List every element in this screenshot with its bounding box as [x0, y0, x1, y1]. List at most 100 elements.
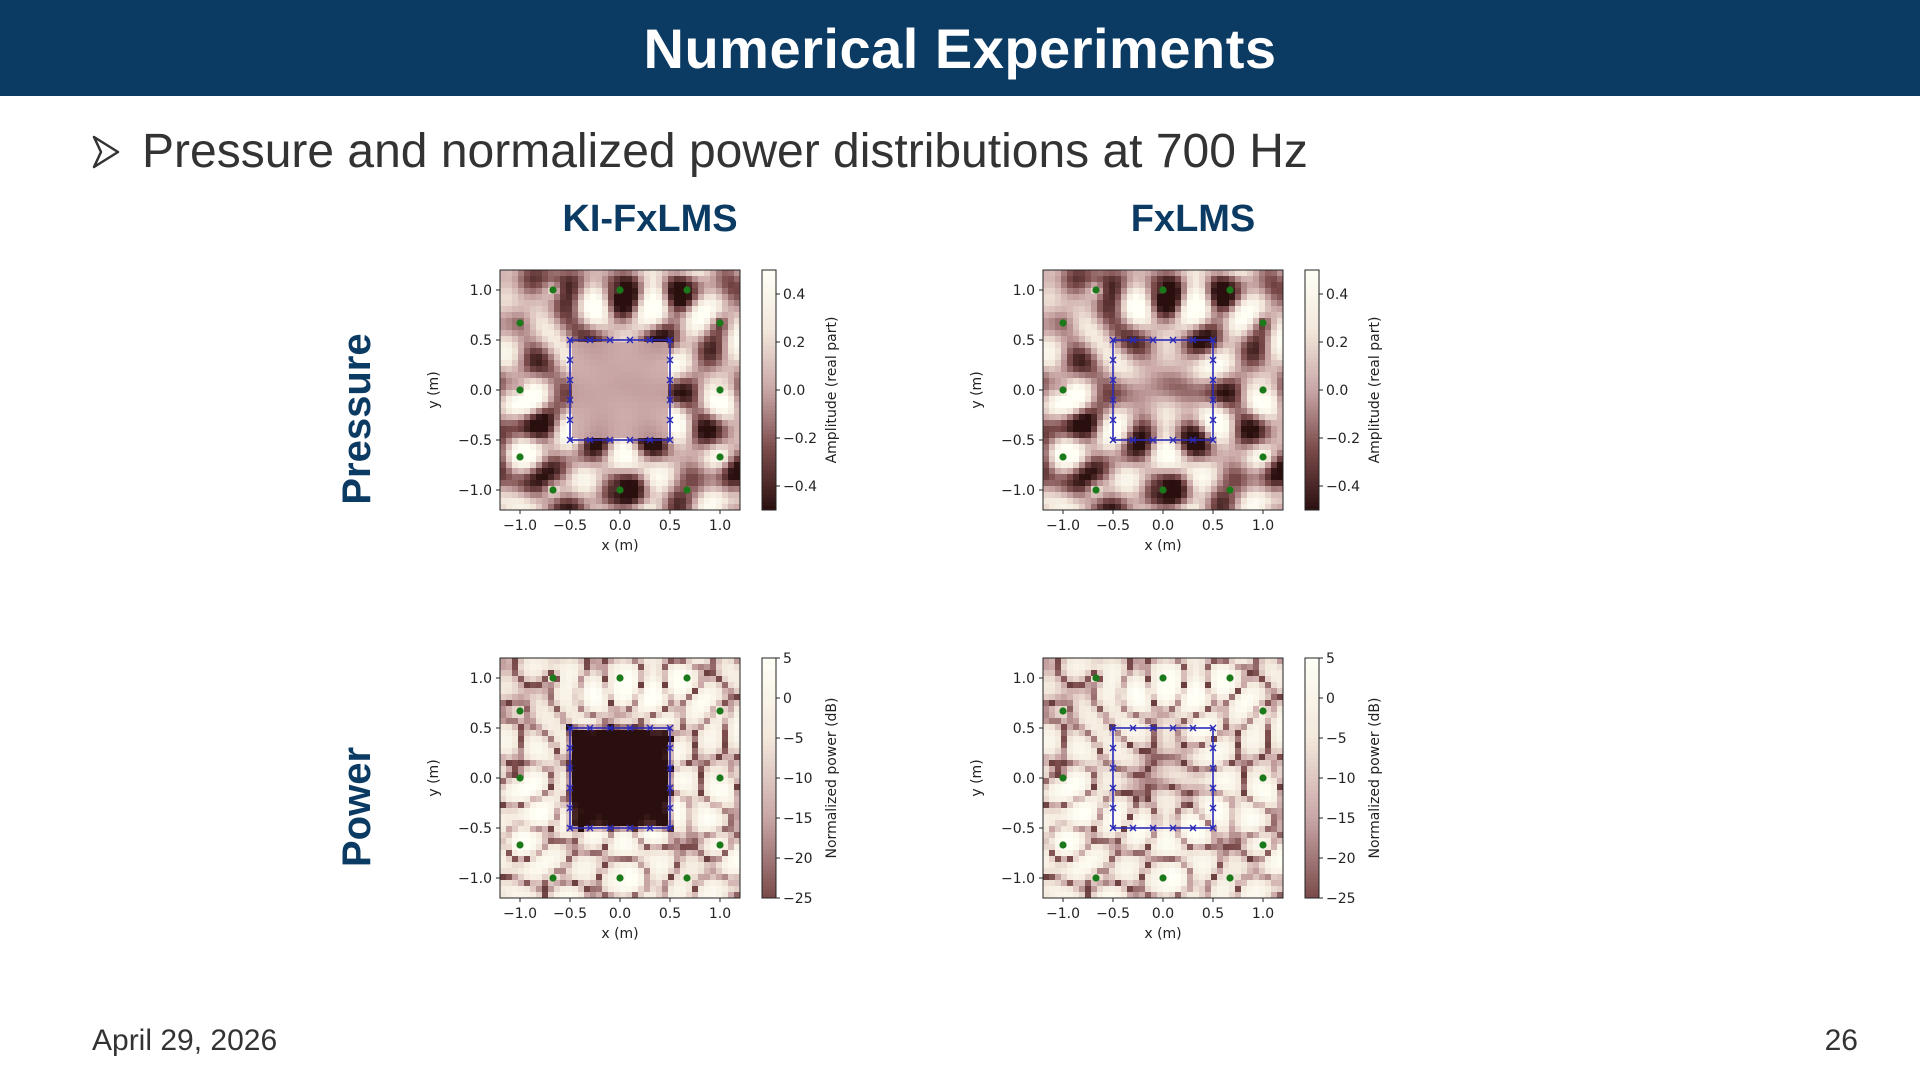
heatmap-cell — [1205, 384, 1212, 391]
heatmap-cell — [1103, 462, 1110, 469]
heatmap-cell — [560, 330, 567, 337]
heatmap-cell — [500, 474, 507, 481]
heatmap-cell — [1097, 456, 1104, 463]
heatmap-cell — [584, 856, 591, 863]
heatmap-cell — [1055, 468, 1062, 475]
heatmap-cell — [1247, 342, 1254, 349]
heatmap-cell — [560, 754, 567, 761]
heatmap-cell — [1259, 294, 1266, 301]
heatmap-cell — [656, 462, 663, 469]
heatmap-cell — [578, 438, 585, 445]
heatmap-cell — [1139, 384, 1146, 391]
heatmap-cell — [566, 468, 573, 475]
heatmap-cell — [536, 880, 543, 887]
heatmap-cell — [608, 742, 615, 749]
heatmap-cell — [668, 306, 675, 313]
heatmap-cell — [518, 892, 525, 899]
heatmap-cell — [1187, 402, 1194, 409]
heatmap-cell — [614, 682, 621, 689]
heatmap-cell — [578, 742, 585, 749]
heatmap-cell — [716, 664, 723, 671]
heatmap-cell — [632, 892, 639, 899]
heatmap-cell — [554, 312, 561, 319]
heatmap-cell — [668, 354, 675, 361]
heatmap-cell — [1253, 492, 1260, 499]
heatmap-cell — [722, 766, 729, 773]
heatmap-cell — [734, 456, 741, 463]
heatmap-cell — [530, 288, 537, 295]
heatmap-cell — [728, 276, 735, 283]
heatmap-cell — [524, 498, 531, 505]
heatmap-cell — [704, 778, 711, 785]
heatmap-cell — [1277, 366, 1284, 373]
colorbar-segment — [762, 290, 776, 295]
heatmap-cell — [656, 844, 663, 851]
heatmap-cell — [1097, 390, 1104, 397]
heatmap-cell — [716, 694, 723, 701]
heatmap-cell — [1145, 384, 1152, 391]
heatmap-cell — [1181, 354, 1188, 361]
heatmap-cell — [614, 802, 621, 809]
heatmap-cell — [728, 294, 735, 301]
heatmap-cell — [716, 742, 723, 749]
heatmap-cell — [710, 760, 717, 767]
heatmap-cell — [1097, 492, 1104, 499]
heatmap-cell — [722, 486, 729, 493]
heatmap-cell — [722, 396, 729, 403]
heatmap-cell — [566, 504, 573, 511]
heatmap-cell — [1247, 486, 1254, 493]
heatmap-cell — [566, 444, 573, 451]
heatmap-cell — [542, 462, 549, 469]
heatmap-cell — [650, 306, 657, 313]
heatmap-cell — [1061, 300, 1068, 307]
heatmap-cell — [1133, 426, 1140, 433]
heatmap-cell — [1127, 408, 1134, 415]
heatmap-cell — [632, 832, 639, 839]
heatmap-cell — [590, 820, 597, 827]
heatmap-cell — [500, 670, 507, 677]
heatmap-cell — [596, 784, 603, 791]
heatmap-cell — [674, 390, 681, 397]
heatmap-cell — [1109, 504, 1116, 511]
heatmap-cell — [1127, 288, 1134, 295]
heatmap-cell — [602, 880, 609, 887]
bullet-text: Pressure and normalized power distributi… — [142, 125, 1308, 178]
heatmap-cell — [1055, 444, 1062, 451]
heatmap-cell — [668, 850, 675, 857]
source-point — [1159, 286, 1167, 294]
heatmap-cell — [524, 504, 531, 511]
heatmap-cell — [680, 748, 687, 755]
heatmap-cell — [524, 688, 531, 695]
heatmap-cell — [1229, 306, 1236, 313]
heatmap-cell — [1061, 282, 1068, 289]
heatmap-cell — [620, 766, 627, 773]
heatmap-cell — [638, 360, 645, 367]
heatmap-cell — [656, 324, 663, 331]
colorbar-tick-label: −0.2 — [783, 431, 817, 447]
heatmap-cell — [542, 342, 549, 349]
heatmap-cell — [572, 426, 579, 433]
heatmap-cell — [632, 808, 639, 815]
heatmap-cell — [548, 694, 555, 701]
heatmap-cell — [620, 330, 627, 337]
heatmap-cell — [668, 282, 675, 289]
heatmap-cell — [608, 348, 615, 355]
heatmap-cell — [542, 802, 549, 809]
heatmap-cell — [698, 462, 705, 469]
heatmap-cell — [698, 300, 705, 307]
heatmap-cell — [1133, 438, 1140, 445]
heatmap-cell — [566, 480, 573, 487]
heatmap-cell — [1073, 504, 1080, 511]
heatmap-cell — [656, 354, 663, 361]
heatmap-cell — [662, 480, 669, 487]
heatmap-cell — [602, 784, 609, 791]
heatmap-cell — [1145, 486, 1152, 493]
heatmap-cell — [1127, 480, 1134, 487]
heatmap-cell — [608, 862, 615, 869]
heatmap-cell — [1169, 270, 1176, 277]
heatmap-cell — [578, 420, 585, 427]
colorbar-segment — [762, 386, 776, 391]
heatmap-cell — [596, 772, 603, 779]
heatmap-cell — [674, 844, 681, 851]
heatmap-cell — [1175, 468, 1182, 475]
